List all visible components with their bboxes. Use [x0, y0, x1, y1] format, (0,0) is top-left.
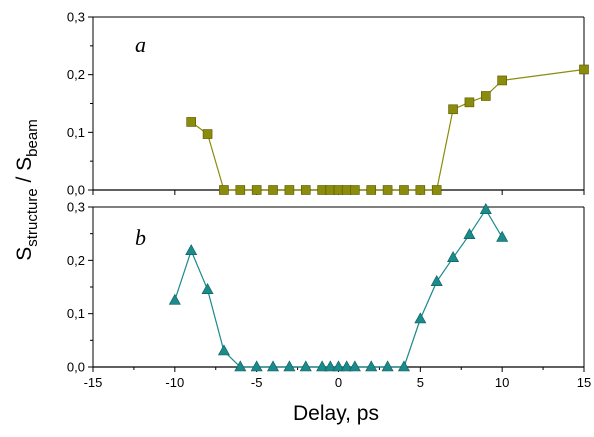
y-tick-label: 0,1	[67, 306, 85, 321]
data-point	[382, 185, 393, 195]
data-point	[340, 360, 353, 372]
data-point	[397, 360, 410, 372]
data-point	[299, 360, 312, 372]
data-point	[430, 275, 443, 286]
x-tick-label: -5	[251, 375, 263, 390]
data-point	[219, 185, 229, 195]
data-point	[267, 360, 280, 372]
y-axis-title-sub1: structure	[24, 188, 41, 246]
data-point	[463, 228, 476, 240]
data-point	[202, 129, 213, 139]
data-point	[250, 360, 263, 372]
data-point	[325, 185, 336, 195]
y-tick-label: 0,2	[67, 67, 85, 82]
x-tick-label: -10	[165, 375, 184, 390]
y-tick-label: 0,0	[67, 183, 85, 198]
data-point	[366, 185, 377, 195]
x-axis-title: Delay, ps	[293, 402, 379, 425]
data-point	[479, 203, 492, 214]
panel-label: a	[135, 32, 146, 57]
y-axis-title-mid: / S	[13, 157, 36, 189]
data-point	[415, 185, 426, 195]
data-point	[399, 185, 409, 195]
y-tick-label: 0,2	[67, 253, 85, 268]
data-point	[365, 360, 378, 372]
data-point	[341, 185, 352, 195]
x-tick-label: 15	[577, 375, 591, 390]
series-line	[190, 68, 585, 191]
x-tick-label: -15	[84, 375, 103, 390]
data-point	[464, 97, 475, 108]
data-point	[201, 283, 214, 294]
data-point	[234, 360, 247, 372]
data-point	[317, 185, 327, 195]
data-point	[217, 344, 230, 356]
y-tick-label: 0,1	[67, 125, 85, 140]
data-point	[300, 185, 311, 195]
data-point	[268, 185, 278, 195]
data-point	[448, 104, 458, 115]
x-tick-label: 10	[495, 375, 509, 390]
panel-b: 0,0 0,1 0,2 0,3 -15 -10 -5 0 5 10 15 b	[67, 200, 591, 391]
data-point	[332, 360, 345, 372]
data-point	[447, 251, 460, 262]
data-point	[235, 185, 246, 195]
data-point	[324, 360, 337, 372]
x-tick-label: 0	[335, 375, 342, 390]
data-point	[480, 91, 491, 101]
data-point	[168, 293, 181, 305]
y-axis-title-main: S	[13, 247, 36, 261]
data-point	[283, 360, 296, 372]
data-point	[316, 360, 329, 372]
data-point	[579, 64, 589, 75]
data-point	[251, 185, 262, 195]
y-tick-label: 0,3	[67, 10, 85, 25]
data-point	[414, 312, 427, 324]
data-point	[333, 185, 344, 195]
data-point	[284, 185, 295, 195]
y-tick-label: 0,3	[67, 200, 85, 215]
data-point	[381, 360, 394, 372]
data-point	[185, 244, 198, 256]
x-tick-label: 5	[417, 375, 424, 390]
data-point	[496, 230, 509, 242]
data-point	[186, 117, 196, 127]
y-tick-label: 0,0	[67, 360, 85, 375]
data-point	[497, 75, 507, 86]
y-axis-title-sub2: beam	[24, 119, 41, 157]
y-axis-title: Sstructure / Sbeam	[13, 119, 41, 260]
data-point	[350, 185, 360, 195]
data-point	[431, 185, 442, 195]
panel-label: b	[135, 225, 146, 250]
panel-a: 0,0 0,1 0,2 0,3 a	[67, 10, 589, 198]
series-line	[174, 208, 503, 368]
data-point	[348, 360, 361, 372]
